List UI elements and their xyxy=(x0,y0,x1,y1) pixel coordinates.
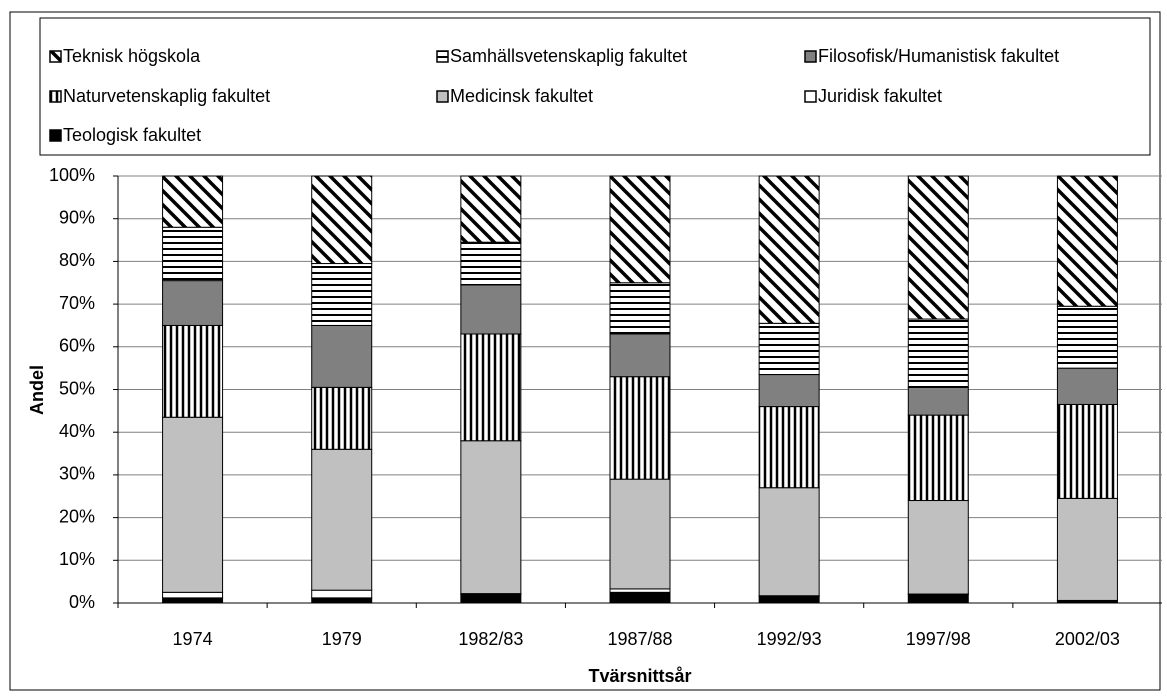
y-tick-label: 70% xyxy=(59,293,95,313)
legend-swatch xyxy=(436,90,449,103)
y-axis-label: Andel xyxy=(27,365,47,415)
bar-segment xyxy=(609,333,671,378)
bar-segment xyxy=(1056,403,1118,499)
bar-segment xyxy=(609,282,671,335)
y-tick-label: 90% xyxy=(59,207,95,227)
legend-label: Samhällsvetenskaplig fakultet xyxy=(450,46,687,66)
legend-swatch xyxy=(49,90,62,103)
legend-label: Teologisk fakultet xyxy=(63,125,201,145)
legend-swatch xyxy=(804,90,817,103)
bar-segment xyxy=(1056,175,1118,307)
legend-swatch xyxy=(49,50,62,63)
bar-segment xyxy=(162,324,224,418)
bar-segment xyxy=(162,416,224,593)
x-tick-label: 1982/83 xyxy=(458,629,523,649)
bar-segment xyxy=(1056,305,1118,369)
bar-segment xyxy=(758,596,820,604)
x-tick-label: 1974 xyxy=(173,629,213,649)
legend-label: Naturvetenskaplig fakultet xyxy=(63,86,270,106)
bar-segment xyxy=(460,241,522,286)
bar-segment xyxy=(609,376,671,480)
bar-segment xyxy=(162,597,224,604)
bar-segment xyxy=(460,440,522,595)
legend-swatch xyxy=(49,129,62,142)
bar-segment xyxy=(758,487,820,597)
y-tick-label: 80% xyxy=(59,250,95,270)
bar-segment xyxy=(1056,497,1118,601)
bar-segment xyxy=(162,591,224,599)
bar-segment xyxy=(162,175,224,228)
y-tick-label: 20% xyxy=(59,506,95,526)
legend-label: Filosofisk/Humanistisk fakultet xyxy=(818,46,1059,66)
y-tick-label: 10% xyxy=(59,549,95,569)
bar-segment xyxy=(162,226,224,282)
bar-segment xyxy=(311,597,373,604)
bar-segment xyxy=(907,500,969,595)
y-tick-label: 0% xyxy=(69,592,95,612)
bar-segment xyxy=(311,263,373,326)
bar-segment xyxy=(907,175,969,320)
y-tick-label: 100% xyxy=(49,165,95,185)
legend-label: Teknisk högskola xyxy=(63,46,201,66)
bar-segment xyxy=(907,414,969,502)
y-tick-label: 40% xyxy=(59,421,95,441)
bar-segment xyxy=(311,448,373,591)
bar-segment xyxy=(609,478,671,590)
legend-label: Medicinsk fakultet xyxy=(450,86,593,106)
bar-segment xyxy=(311,386,373,450)
bar-segment xyxy=(460,284,522,335)
bar-segment xyxy=(907,593,969,604)
bar-segment xyxy=(907,386,969,416)
legend-swatch xyxy=(436,50,449,63)
y-tick-label: 60% xyxy=(59,336,95,356)
x-tick-label: 1997/98 xyxy=(906,629,971,649)
x-tick-label: 1987/88 xyxy=(607,629,672,649)
bar-segment xyxy=(758,374,820,408)
bar-segment xyxy=(311,589,373,599)
legend-swatch xyxy=(804,50,817,63)
bar-segment xyxy=(758,406,820,489)
bar-segment xyxy=(162,280,224,326)
bar-segment xyxy=(460,333,522,442)
x-axis-label: Tvärsnittsår xyxy=(588,666,691,686)
x-tick-label: 1992/93 xyxy=(757,629,822,649)
x-tick-label: 2002/03 xyxy=(1055,629,1120,649)
bar-segment xyxy=(609,175,671,284)
bar-segment xyxy=(460,593,522,604)
y-tick-label: 50% xyxy=(59,378,95,398)
bar-segment xyxy=(907,318,969,388)
x-tick-label: 1979 xyxy=(322,629,362,649)
y-tick-label: 30% xyxy=(59,464,95,484)
bar-segment xyxy=(460,175,522,243)
bar-segment xyxy=(311,324,373,388)
bar-segment xyxy=(609,591,671,604)
bar-segment xyxy=(311,175,373,265)
bar-segment xyxy=(1056,367,1118,405)
bar-segment xyxy=(758,322,820,376)
legend-label: Juridisk fakultet xyxy=(818,86,942,106)
legend-box xyxy=(39,17,1151,156)
bar-segment xyxy=(758,175,820,324)
bar-segment xyxy=(609,588,671,593)
